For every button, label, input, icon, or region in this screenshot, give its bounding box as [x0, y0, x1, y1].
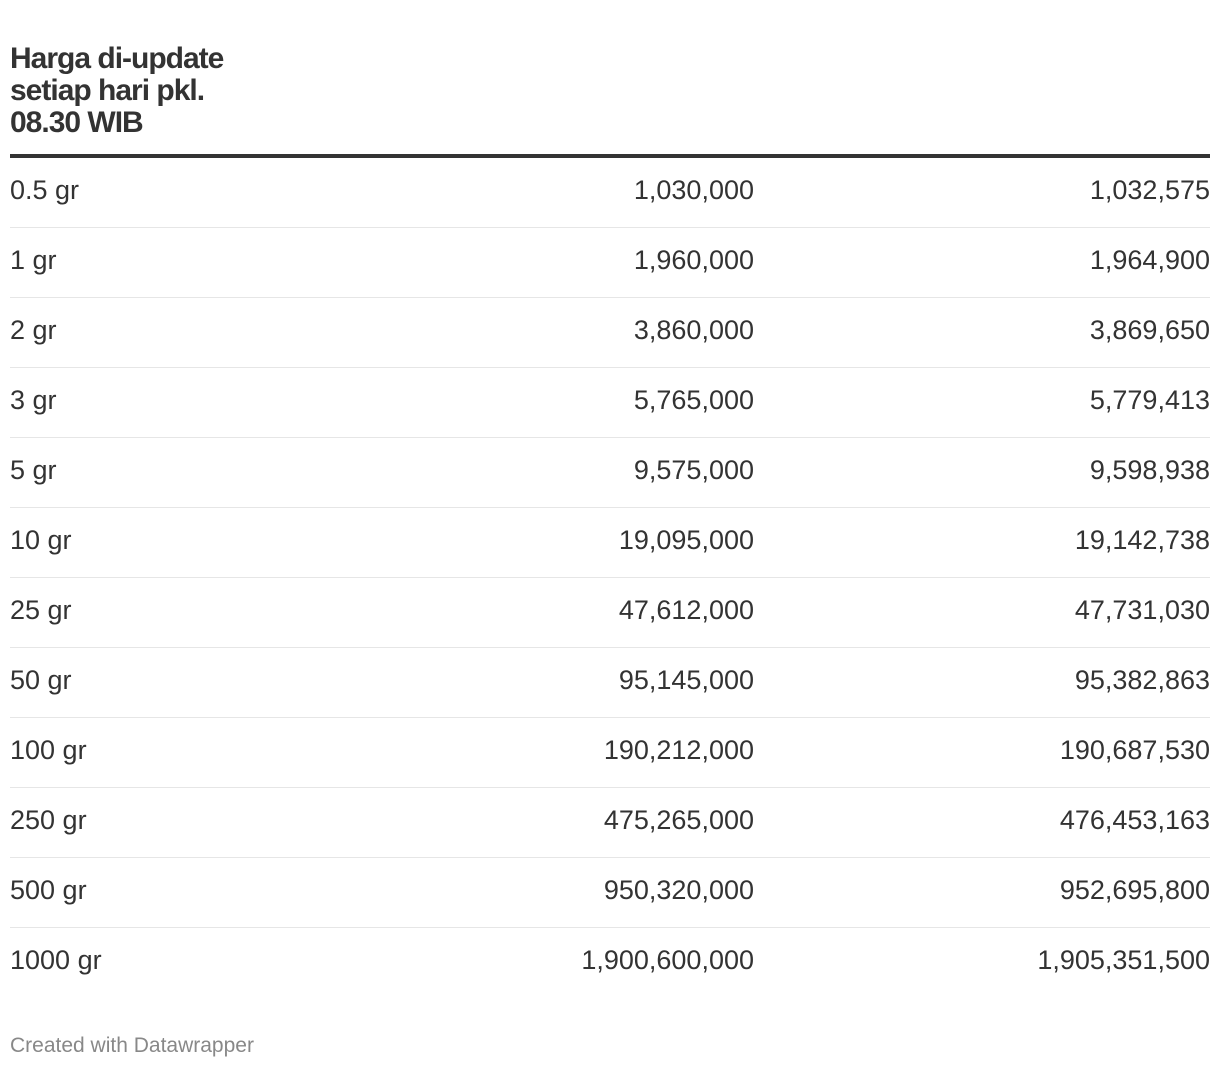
weight-label: 0.5 gr [10, 175, 80, 205]
price-col2: 190,687,530 [1059, 735, 1210, 765]
price-col1: 95,145,000 [618, 665, 754, 695]
table-body: 0.5 gr 1,030,000 1,032,575 1 gr 1,960,00… [10, 158, 1210, 998]
table-row: 25 gr 47,612,000 47,731,030 [10, 578, 1210, 648]
price-col2: 95,382,863 [1074, 665, 1210, 695]
price-col1: 3,860,000 [633, 315, 754, 345]
price-col1: 475,265,000 [603, 805, 754, 835]
price-col1: 950,320,000 [603, 875, 754, 905]
table-row: 50 gr 95,145,000 95,382,863 [10, 648, 1210, 718]
price-col2: 47,731,030 [1074, 595, 1210, 625]
price-col2: 1,964,900 [1089, 245, 1210, 275]
table-row: 250 gr 475,265,000 476,453,163 [10, 788, 1210, 858]
price-table: Harga di-update setiap hari pkl. 08.30 W… [10, 0, 1210, 998]
weight-label: 5 gr [10, 455, 57, 485]
price-col1: 47,612,000 [618, 595, 754, 625]
price-col2: 5,779,413 [1089, 385, 1210, 415]
price-col1: 190,212,000 [603, 735, 754, 765]
weight-label: 50 gr [10, 665, 72, 695]
price-col1: 1,030,000 [633, 175, 754, 205]
table-header: Harga di-update setiap hari pkl. 08.30 W… [10, 0, 1210, 158]
price-col2: 3,869,650 [1089, 315, 1210, 345]
price-col2: 9,598,938 [1089, 455, 1210, 485]
weight-label: 500 gr [10, 875, 87, 905]
table-row: 1000 gr 1,900,600,000 1,905,351,500 [10, 928, 1210, 998]
table-row: 100 gr 190,212,000 190,687,530 [10, 718, 1210, 788]
price-col1: 19,095,000 [618, 525, 754, 555]
table-row: 0.5 gr 1,030,000 1,032,575 [10, 158, 1210, 228]
weight-label: 3 gr [10, 385, 57, 415]
table-title: Harga di-update setiap hari pkl. 08.30 W… [10, 42, 224, 139]
price-col1: 9,575,000 [633, 455, 754, 485]
price-col2: 952,695,800 [1059, 875, 1210, 905]
weight-label: 100 gr [10, 735, 87, 765]
weight-label: 10 gr [10, 525, 72, 555]
price-col1: 5,765,000 [633, 385, 754, 415]
price-col1: 1,960,000 [633, 245, 754, 275]
weight-label: 1 gr [10, 245, 57, 275]
weight-label: 25 gr [10, 595, 72, 625]
price-col2: 1,032,575 [1089, 175, 1210, 205]
weight-label: 250 gr [10, 805, 87, 835]
price-col2: 1,905,351,500 [1037, 945, 1210, 975]
table-row: 5 gr 9,575,000 9,598,938 [10, 438, 1210, 508]
price-col2: 19,142,738 [1074, 525, 1210, 555]
weight-label: 2 gr [10, 315, 57, 345]
weight-label: 1000 gr [10, 945, 102, 975]
footer-credit: Created with Datawrapper [10, 1034, 254, 1057]
table-row: 1 gr 1,960,000 1,964,900 [10, 228, 1210, 298]
price-col2: 476,453,163 [1059, 805, 1210, 835]
table-row: 2 gr 3,860,000 3,869,650 [10, 298, 1210, 368]
table-row: 10 gr 19,095,000 19,142,738 [10, 508, 1210, 578]
table-row: 3 gr 5,765,000 5,779,413 [10, 368, 1210, 438]
table-row: 500 gr 950,320,000 952,695,800 [10, 858, 1210, 928]
price-col1: 1,900,600,000 [581, 945, 754, 975]
